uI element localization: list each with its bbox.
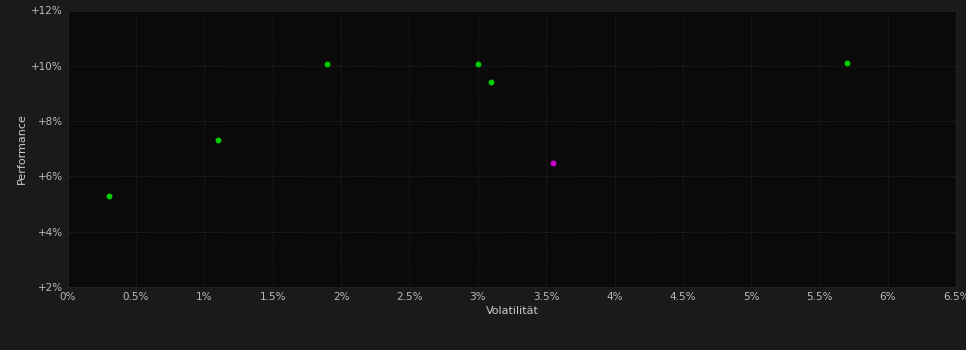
X-axis label: Volatilität: Volatilität	[486, 306, 538, 316]
Y-axis label: Performance: Performance	[16, 113, 27, 184]
Point	[484, 79, 499, 85]
Point	[545, 160, 560, 166]
Point	[100, 193, 116, 198]
Point	[211, 138, 226, 143]
Point	[839, 60, 855, 66]
Point	[320, 62, 335, 67]
Point	[470, 62, 486, 67]
